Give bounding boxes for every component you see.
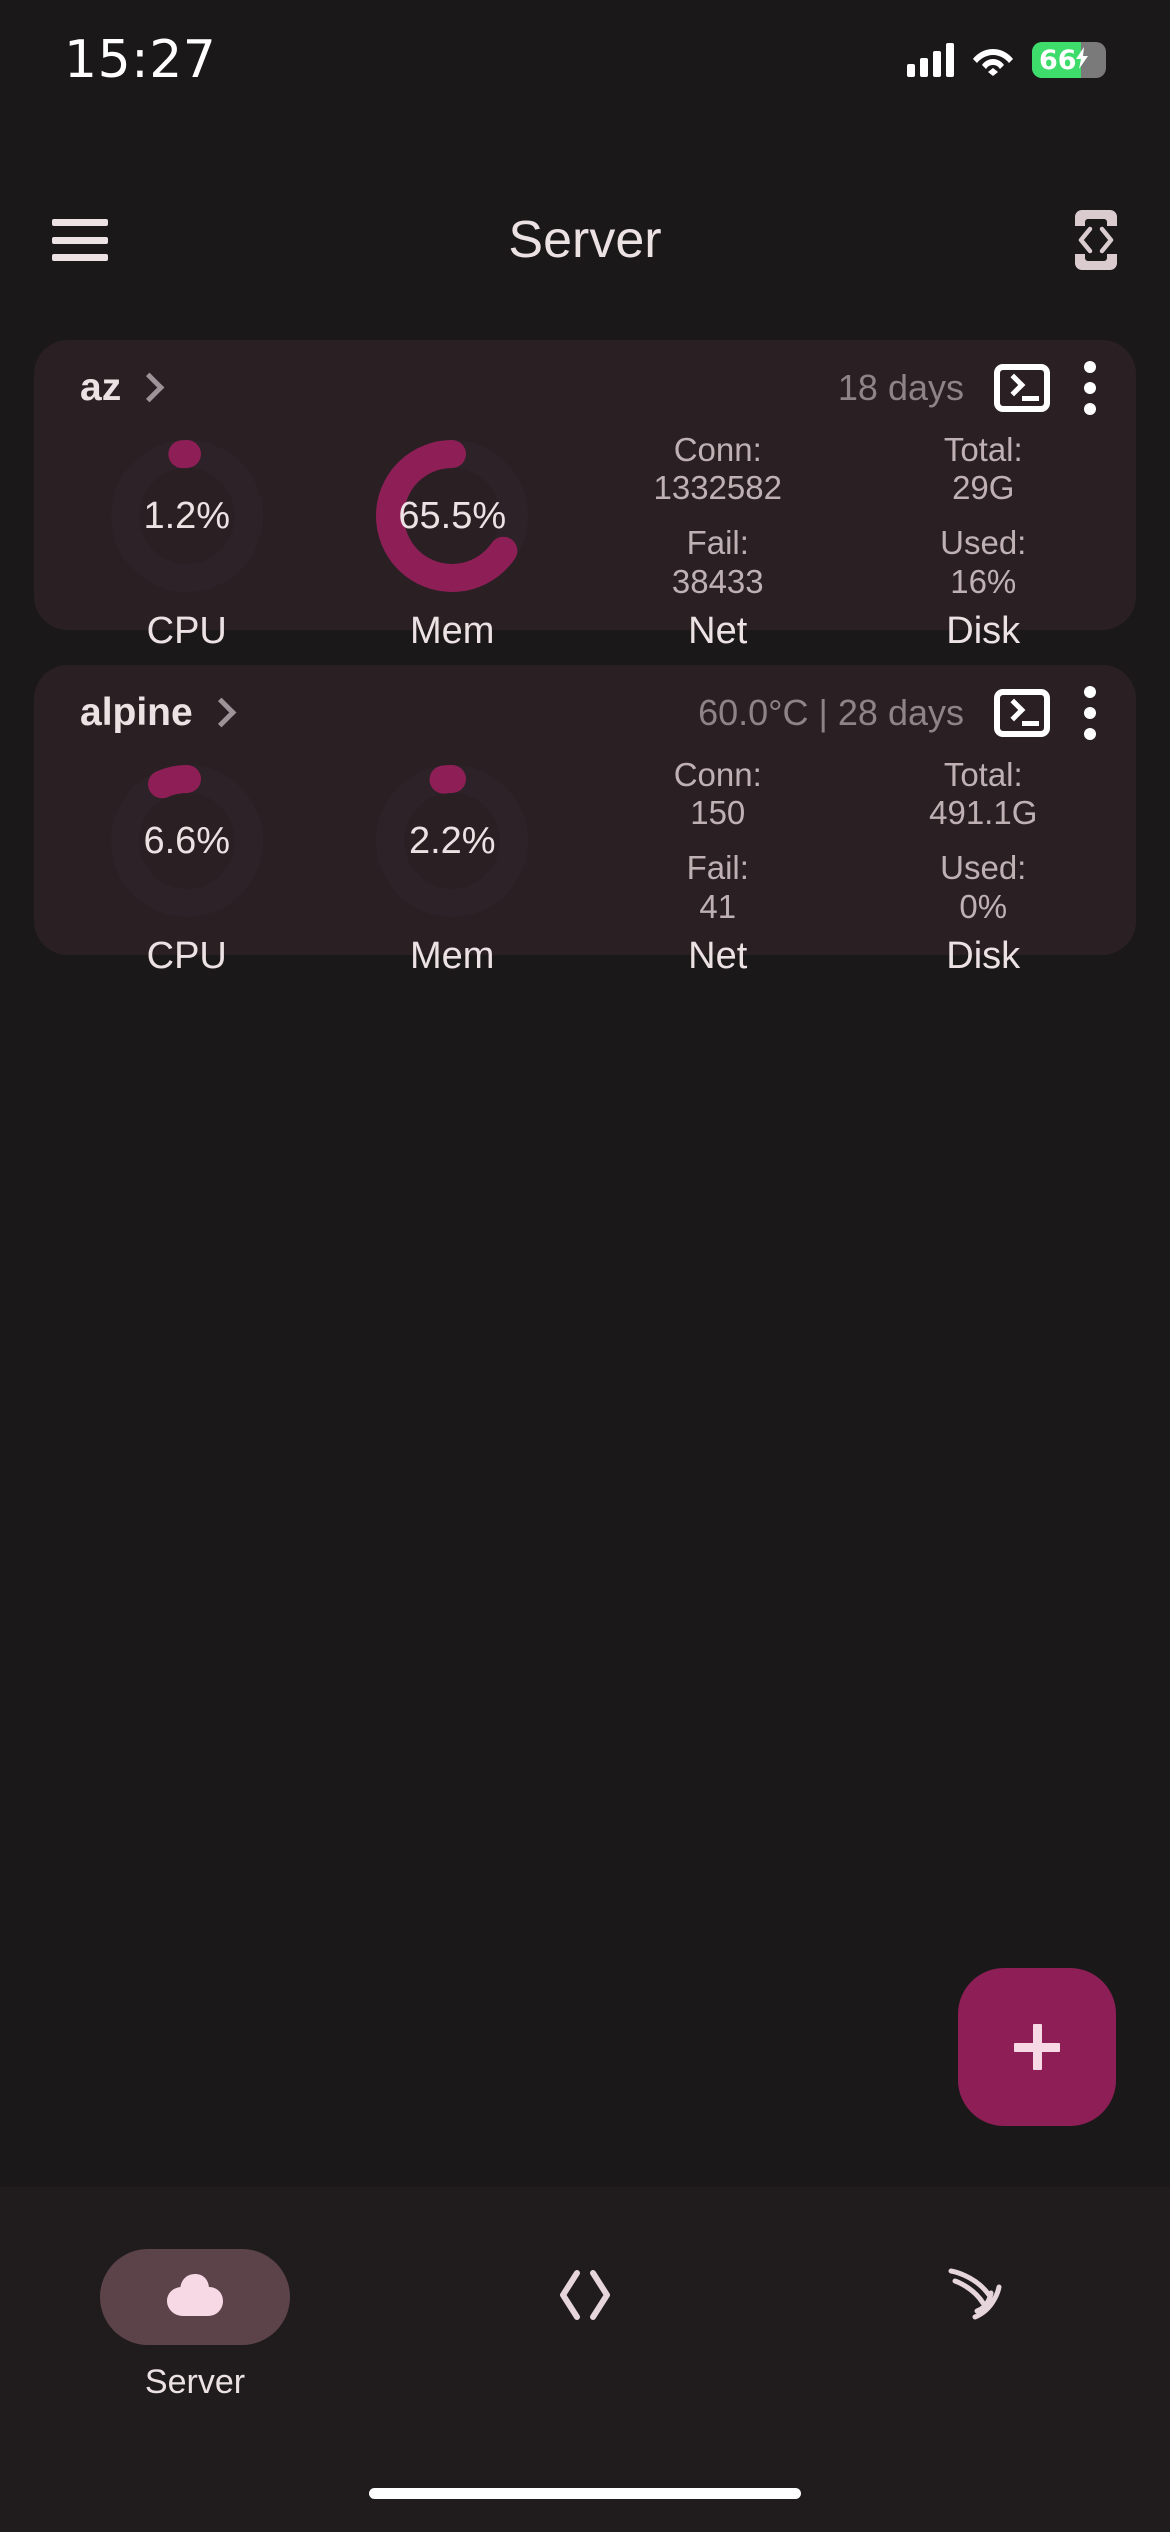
battery-percent: 66 xyxy=(1039,44,1077,76)
cpu-gauge: 6.6% xyxy=(107,761,267,921)
net-conn-key: Conn: xyxy=(673,755,762,793)
net-stats: Conn: 150 Fail: 41 xyxy=(638,756,798,925)
server-name[interactable]: az xyxy=(80,366,122,409)
net-fail-key: Fail: xyxy=(686,849,749,886)
nav-pill-server xyxy=(100,2249,290,2345)
net-fail-key: Fail: xyxy=(686,524,749,561)
mem-label: Mem xyxy=(410,610,495,652)
chevron-right-icon[interactable] xyxy=(211,698,228,728)
metric-net: Conn: 150 Fail: 41 Net xyxy=(585,756,851,978)
hamburger-menu-icon[interactable] xyxy=(52,219,108,261)
page-title: Server xyxy=(508,211,662,269)
bottom-navigation: Server xyxy=(0,2187,1170,2532)
charging-bolt-icon xyxy=(1075,46,1089,74)
server-uptime: 18 days xyxy=(837,367,964,408)
disk-stats: Total: 29G Used: 16% xyxy=(903,431,1063,600)
disk-used-key: Used: xyxy=(940,524,1027,561)
disk-total-key: Total: xyxy=(943,755,1023,793)
plus-icon xyxy=(1014,2024,1060,2070)
app-bar: Server xyxy=(0,175,1170,305)
server-uptime: 60.0°C | 28 days xyxy=(698,692,964,733)
server-name[interactable]: alpine xyxy=(80,691,193,734)
metric-mem: 65.5% Mem xyxy=(320,436,586,653)
net-conn-value: 1332582 xyxy=(653,469,782,507)
mem-value: 65.5% xyxy=(398,494,507,537)
metric-disk: Total: 29G Used: 16% Disk xyxy=(851,431,1117,653)
nav-item-ping[interactable] xyxy=(780,2249,1170,2363)
mem-gauge: 2.2% xyxy=(372,761,532,921)
disk-label: Disk xyxy=(946,610,1021,652)
metric-mem: 2.2% Mem xyxy=(320,761,586,978)
net-fail-value: 41 xyxy=(699,887,737,925)
home-indicator xyxy=(369,2488,801,2499)
battery-charging-icon: 66 xyxy=(1032,42,1106,78)
net-label: Net xyxy=(688,935,748,977)
mem-label: Mem xyxy=(410,935,495,977)
wifi-icon xyxy=(972,44,1014,76)
net-conn-key: Conn: xyxy=(673,430,762,468)
nav-pill-code xyxy=(490,2249,680,2345)
disk-label: Disk xyxy=(946,935,1021,977)
cellular-signal-icon xyxy=(907,43,954,77)
battery-fill xyxy=(1032,42,1081,78)
net-conn-value: 150 xyxy=(690,794,746,832)
net-label: Net xyxy=(688,610,748,652)
cpu-label: CPU xyxy=(146,610,227,652)
mem-gauge: 65.5% xyxy=(372,436,532,596)
ping-waves-icon xyxy=(945,2265,1005,2330)
cpu-value: 6.6% xyxy=(143,819,231,862)
server-metrics: 6.6% CPU 2.2% Mem Conn: 150 Fail: xyxy=(34,756,1136,978)
disk-stats: Total: 491.1G Used: 0% xyxy=(903,756,1063,925)
server-metrics: 1.2% CPU 65.5% Mem Conn: 1332582 Fa xyxy=(34,431,1136,653)
net-fail-value: 38433 xyxy=(671,562,764,600)
nav-item-server[interactable]: Server xyxy=(0,2249,390,2402)
terminal-icon[interactable] xyxy=(994,364,1050,412)
more-vertical-icon[interactable] xyxy=(1084,686,1096,740)
mem-value: 2.2% xyxy=(408,819,496,862)
metric-net: Conn: 1332582 Fail: 38433 Net xyxy=(585,431,851,653)
disk-used-value: 0% xyxy=(959,887,1008,925)
more-vertical-icon[interactable] xyxy=(1084,361,1096,415)
terminal-icon[interactable] xyxy=(994,689,1050,737)
metric-cpu: 6.6% CPU xyxy=(54,761,320,978)
cpu-value: 1.2% xyxy=(143,494,231,537)
cpu-gauge: 1.2% xyxy=(107,436,267,596)
metric-disk: Total: 491.1G Used: 0% Disk xyxy=(851,756,1117,978)
server-card[interactable]: az 18 days 1.2% CPU 65.5% xyxy=(34,340,1136,652)
device-code-icon[interactable] xyxy=(1074,209,1118,271)
nav-item-code[interactable] xyxy=(390,2249,780,2363)
cloud-icon xyxy=(164,2272,226,2323)
status-bar: 15:27 66 xyxy=(0,0,1170,120)
chevron-right-icon[interactable] xyxy=(139,373,156,403)
disk-total-value: 29G xyxy=(952,469,1015,507)
cpu-label: CPU xyxy=(146,935,227,977)
add-server-fab[interactable] xyxy=(958,1968,1116,2126)
metric-cpu: 1.2% CPU xyxy=(54,436,320,653)
status-icons: 66 xyxy=(907,42,1106,78)
disk-used-key: Used: xyxy=(940,849,1027,886)
nav-pill-ping xyxy=(880,2249,1070,2345)
disk-total-key: Total: xyxy=(943,430,1023,468)
server-card-header: alpine 60.0°C | 28 days xyxy=(34,665,1136,761)
status-time: 15:27 xyxy=(64,30,217,90)
net-stats: Conn: 1332582 Fail: 38433 xyxy=(638,431,798,600)
nav-label-server: Server xyxy=(144,2363,246,2401)
disk-total-value: 491.1G xyxy=(929,794,1038,832)
server-card[interactable]: alpine 60.0°C | 28 days 6.6% CPU xyxy=(34,665,1136,977)
server-card-header: az 18 days xyxy=(34,340,1136,436)
code-brackets-icon xyxy=(555,2267,615,2328)
disk-used-value: 16% xyxy=(950,562,1017,600)
